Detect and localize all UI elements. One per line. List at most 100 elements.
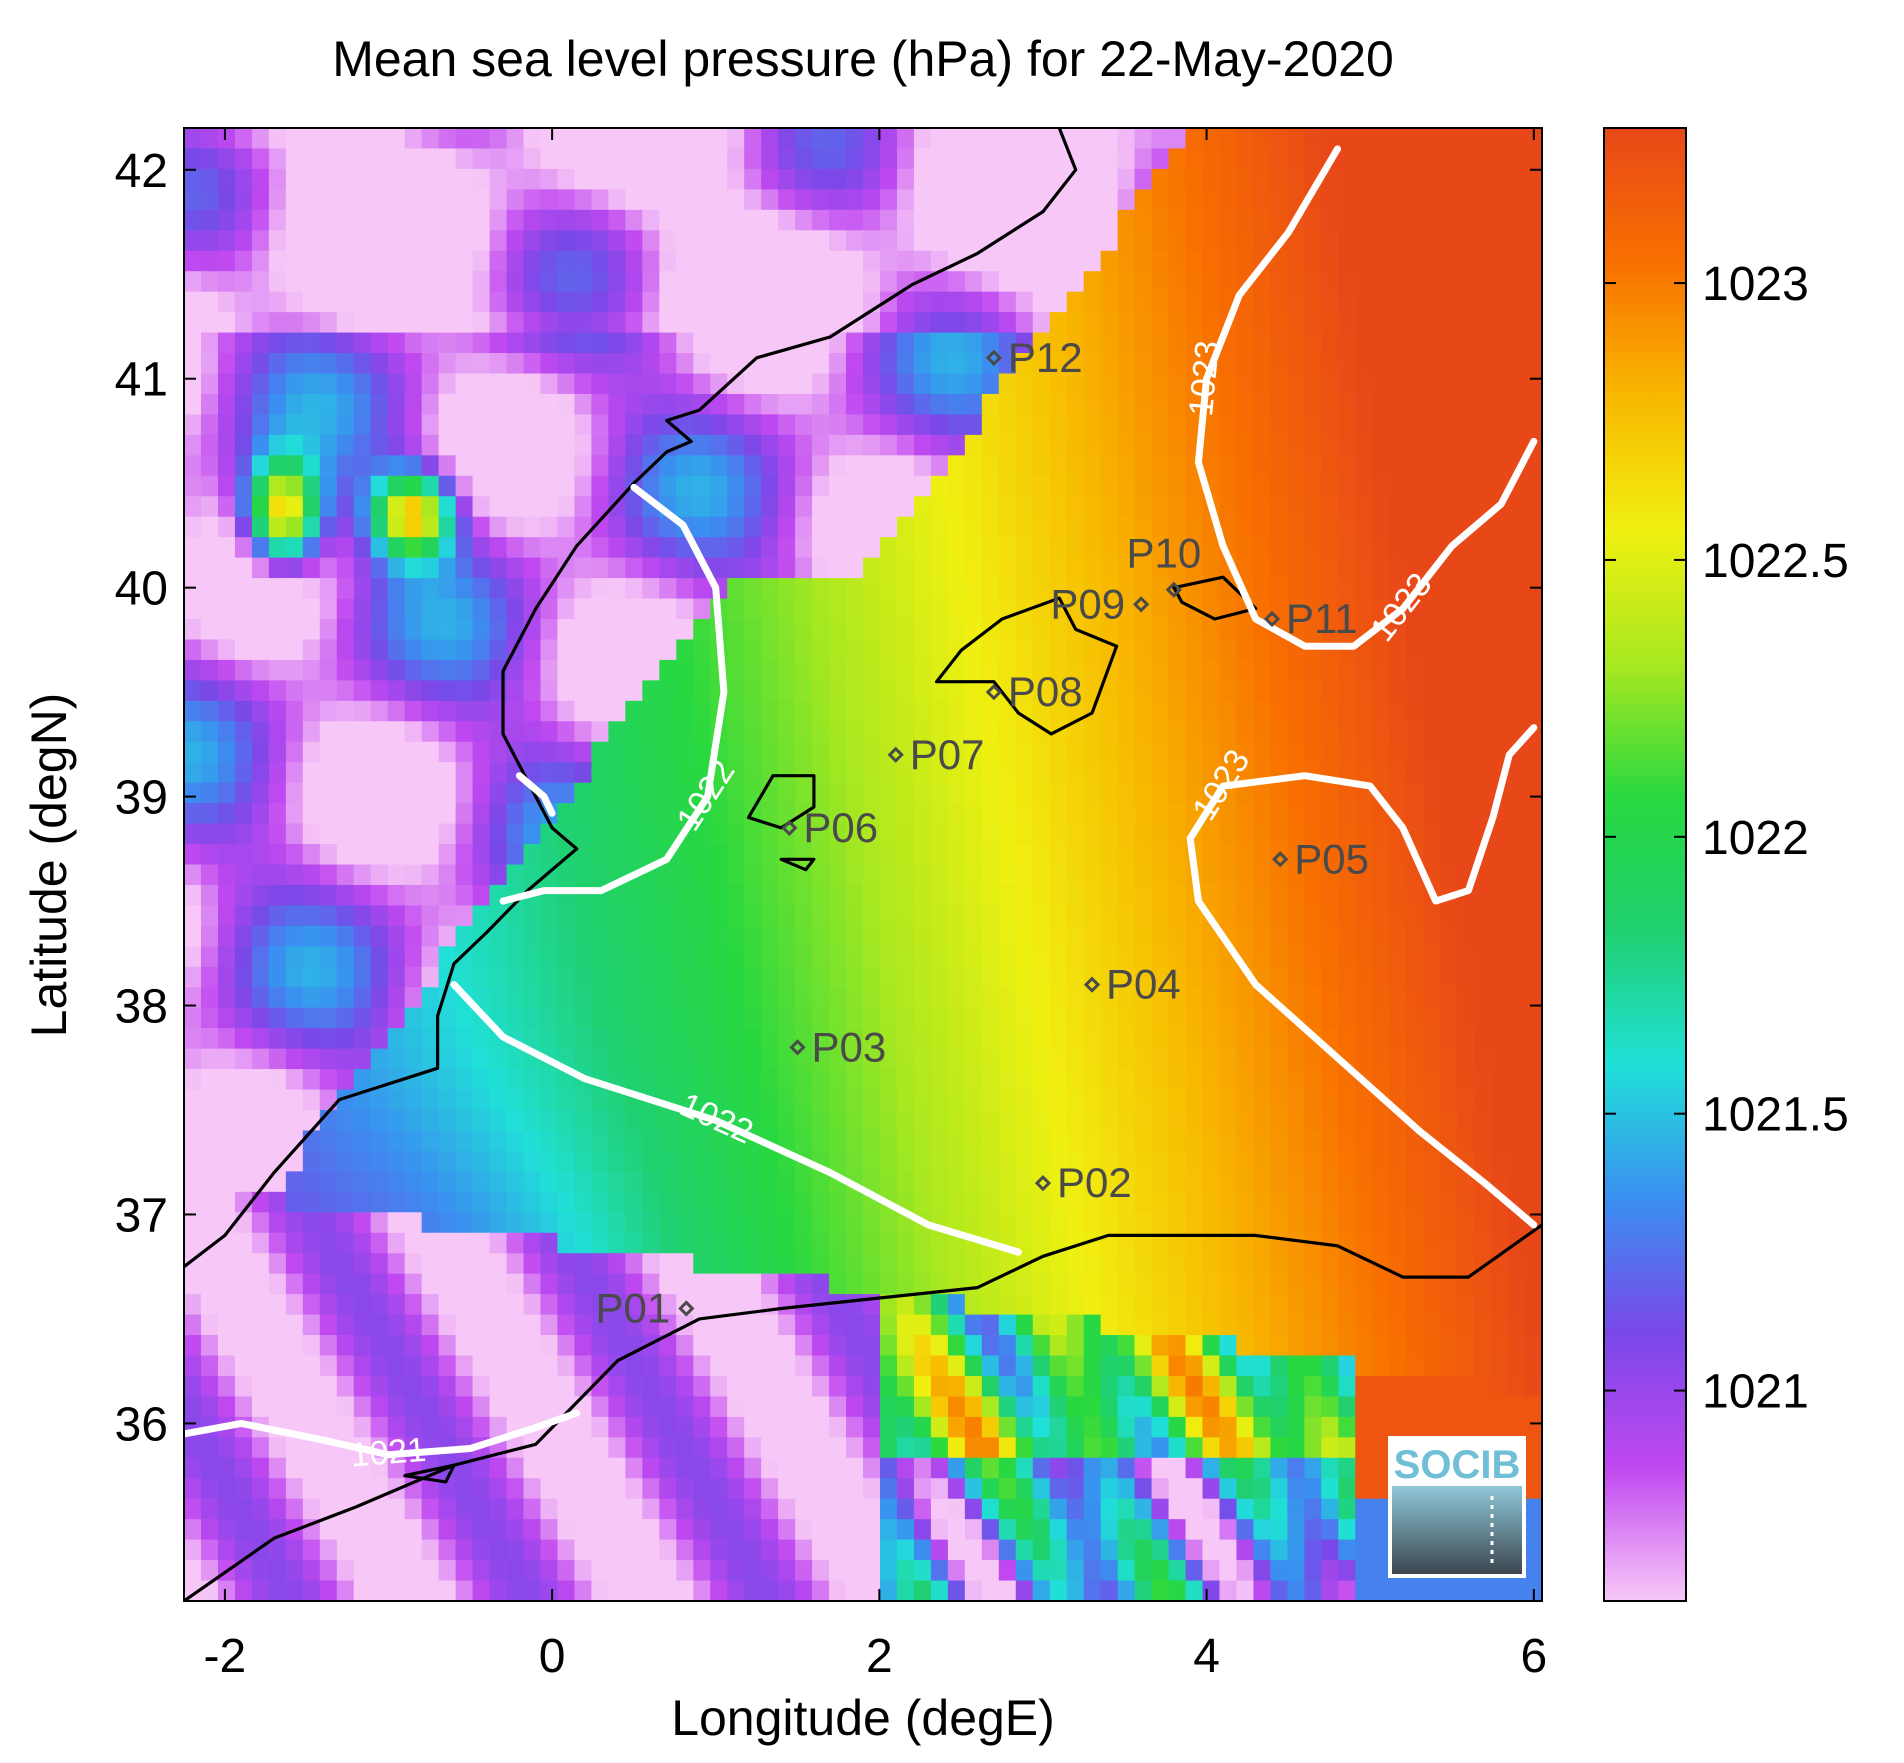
field-cell: [1389, 1355, 1408, 1377]
field-cell: [336, 803, 355, 825]
field-cell: [336, 537, 355, 559]
field-cell: [1491, 1048, 1509, 1070]
field-cell: [251, 925, 270, 948]
field-cell: [234, 1253, 253, 1275]
field-cell: [778, 1273, 796, 1295]
field-cell: [1372, 925, 1391, 948]
field-cell: [625, 721, 644, 743]
field-cell: [234, 639, 253, 661]
field-cell: [217, 168, 236, 191]
field-cell: [659, 250, 678, 273]
field-cell: [659, 1212, 678, 1234]
field-cell: [761, 1007, 779, 1029]
field-cell: [251, 598, 270, 620]
field-cell: [336, 619, 355, 641]
field-cell: [404, 1150, 423, 1173]
field-cell: [761, 168, 779, 191]
field-cell: [1032, 1335, 1051, 1357]
field-cell: [829, 721, 847, 743]
field-cell: [1185, 1007, 1204, 1029]
field-cell: [1372, 1191, 1391, 1214]
field-cell: [778, 946, 796, 968]
field-cell: [1423, 434, 1441, 457]
field-cell: [659, 1191, 678, 1214]
field-cell: [608, 353, 627, 375]
field-cell: [302, 393, 321, 416]
field-cell: [353, 1294, 372, 1316]
field-cell: [930, 209, 949, 232]
field-cell: [625, 1130, 644, 1152]
field-cell: [1253, 905, 1272, 927]
field-cell: [998, 966, 1017, 989]
field-cell: [1491, 250, 1509, 273]
field-cell: [812, 884, 830, 907]
field-cell: [608, 1191, 627, 1214]
field-cell: [1491, 1069, 1509, 1091]
field-cell: [591, 844, 610, 866]
field-cell: [1253, 1150, 1272, 1173]
field-cell: [676, 844, 695, 866]
field-cell: [353, 1212, 372, 1234]
field-cell: [506, 966, 525, 989]
field-cell: [1083, 291, 1102, 313]
field-cell: [268, 373, 287, 395]
field-cell: [336, 1232, 355, 1255]
field-cell: [1440, 209, 1458, 232]
field-cell: [268, 271, 287, 293]
field-cell: [1440, 148, 1458, 170]
field-cell: [727, 884, 745, 907]
field-cell: [1474, 1191, 1492, 1214]
field-cell: [1525, 1314, 1542, 1336]
field-cell: [795, 1335, 813, 1357]
field-cell: [285, 1396, 304, 1418]
field-cell: [930, 1375, 949, 1398]
field-cell: [404, 619, 423, 641]
field-cell: [913, 966, 932, 989]
field-cell: [1525, 966, 1542, 989]
field-cell: [489, 128, 508, 150]
field-cell: [1236, 1335, 1255, 1357]
field-cell: [336, 168, 355, 191]
field-cell: [1066, 659, 1085, 682]
field-cell: [523, 659, 542, 682]
field-cell: [1202, 864, 1221, 886]
field-cell: [591, 1232, 610, 1255]
field-cell: [370, 884, 389, 907]
field-cell: [523, 332, 542, 354]
field-cell: [1015, 925, 1034, 948]
field-cell: [1440, 1212, 1458, 1234]
field-cell: [1219, 1130, 1238, 1152]
field-cell: [251, 1396, 270, 1418]
field-cell: [404, 578, 423, 600]
field-cell: [846, 414, 864, 436]
field-cell: [217, 291, 236, 313]
field-cell: [1049, 1355, 1068, 1377]
field-cell: [1304, 844, 1323, 866]
field-cell: [540, 680, 559, 702]
field-cell: [744, 455, 762, 477]
field-cell: [1066, 209, 1085, 232]
field-cell: [846, 373, 864, 395]
field-cell: [642, 1110, 661, 1132]
field-cell: [998, 1028, 1017, 1050]
field-cell: [778, 966, 796, 989]
field-cell: [846, 598, 864, 620]
field-cell: [217, 905, 236, 927]
field-cell: [1491, 537, 1509, 559]
field-cell: [591, 741, 610, 764]
field-cell: [1151, 189, 1170, 211]
field-cell: [234, 987, 253, 1009]
field-cell: [574, 373, 593, 395]
field-cell: [251, 455, 270, 477]
field-cell: [829, 496, 847, 518]
field-cell: [285, 557, 304, 579]
field-cell: [421, 1028, 440, 1050]
field-cell: [370, 291, 389, 313]
field-cell: [1304, 925, 1323, 948]
field-cell: [1406, 1355, 1424, 1377]
field-cell: [353, 434, 372, 457]
field-cell: [930, 393, 949, 416]
field-cell: [964, 659, 983, 682]
field-cell: [1202, 1212, 1221, 1234]
field-cell: [930, 987, 949, 1009]
